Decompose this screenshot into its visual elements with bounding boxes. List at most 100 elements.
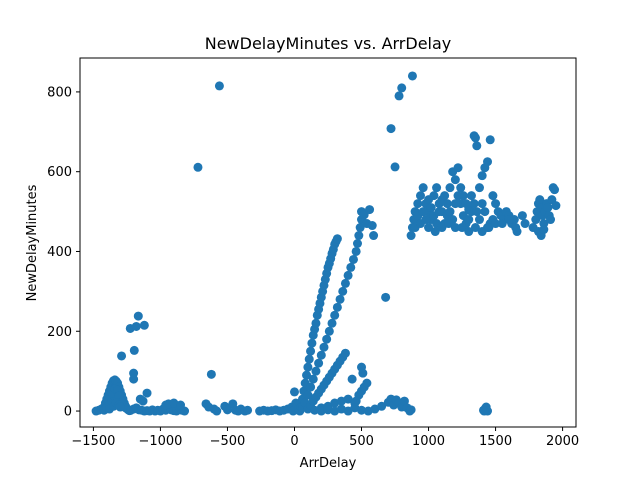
data-point xyxy=(483,157,493,167)
data-point xyxy=(289,387,299,397)
data-point xyxy=(176,400,186,410)
data-point xyxy=(472,207,482,217)
data-point xyxy=(338,286,348,296)
data-point xyxy=(354,231,364,241)
data-point xyxy=(406,405,416,415)
data-point xyxy=(340,348,350,358)
data-point xyxy=(477,199,487,209)
data-point xyxy=(308,374,318,384)
data-point xyxy=(330,310,340,320)
y-tick-label: 0 xyxy=(64,405,72,420)
data-point xyxy=(511,223,521,233)
data-point xyxy=(117,351,127,361)
data-point xyxy=(302,370,312,380)
data-point xyxy=(340,278,350,288)
data-point xyxy=(343,270,353,280)
data-point xyxy=(316,350,326,360)
x-tick-label: −500 xyxy=(210,434,246,449)
data-point xyxy=(133,311,143,321)
data-point xyxy=(474,215,484,225)
data-point xyxy=(324,326,334,336)
data-point xyxy=(480,207,490,217)
chart-title: NewDelayMinutes vs. ArrDelay xyxy=(205,34,452,53)
data-point xyxy=(461,199,471,209)
data-point xyxy=(322,334,332,344)
y-tick-label: 600 xyxy=(47,165,72,180)
data-point xyxy=(357,405,367,415)
data-point xyxy=(346,262,356,272)
data-point xyxy=(437,223,447,233)
data-point xyxy=(416,191,425,201)
data-point xyxy=(407,71,417,81)
data-point xyxy=(365,205,375,215)
data-point xyxy=(418,207,428,217)
data-point xyxy=(327,318,337,328)
data-point xyxy=(212,406,222,416)
data-point xyxy=(535,195,545,205)
data-point xyxy=(543,203,553,213)
data-point xyxy=(304,354,314,364)
x-tick-label: −1500 xyxy=(71,434,115,449)
data-point xyxy=(470,133,480,143)
data-point xyxy=(142,388,152,398)
data-point xyxy=(193,162,203,172)
data-point xyxy=(343,406,353,416)
data-point xyxy=(442,199,452,209)
data-point xyxy=(477,227,487,237)
data-point xyxy=(479,406,489,416)
x-tick-label: 1000 xyxy=(412,434,445,449)
data-point xyxy=(469,199,479,209)
data-point xyxy=(115,402,125,412)
data-point xyxy=(311,366,321,376)
y-axis-label: NewDelayMinutes xyxy=(25,184,40,301)
data-point xyxy=(381,292,391,302)
axes-frame xyxy=(79,57,577,428)
data-point xyxy=(450,175,460,185)
data-point xyxy=(550,185,560,195)
data-point xyxy=(450,199,460,209)
data-point xyxy=(139,320,149,330)
data-point xyxy=(355,223,365,233)
x-tick-label: 1500 xyxy=(479,434,512,449)
points-layer xyxy=(91,71,561,416)
data-point xyxy=(352,239,362,248)
data-point xyxy=(397,83,407,93)
data-point xyxy=(464,227,474,237)
data-point xyxy=(458,191,468,201)
data-point xyxy=(444,219,454,229)
data-point xyxy=(390,162,400,172)
x-axis-label: ArrDelay xyxy=(300,456,357,471)
data-point xyxy=(369,231,379,241)
x-tick-label: 2000 xyxy=(546,434,579,449)
data-point xyxy=(323,405,333,415)
data-point xyxy=(314,358,324,368)
data-point xyxy=(470,223,480,233)
data-point xyxy=(457,223,467,233)
x-tick-label: 500 xyxy=(349,434,374,449)
data-point xyxy=(491,199,501,209)
data-point xyxy=(531,215,541,225)
data-point xyxy=(440,191,450,201)
data-point xyxy=(453,163,463,173)
y-tick-label: 400 xyxy=(47,245,72,260)
x-tick-label: −1000 xyxy=(138,434,182,449)
data-point xyxy=(351,396,361,406)
data-point xyxy=(343,394,353,404)
data-point xyxy=(445,183,455,193)
data-point xyxy=(421,215,431,225)
x-axis-ticks: −1500 −1000 −500 0 500 1000 1500 2000 xyxy=(71,427,579,449)
data-point xyxy=(351,246,361,256)
data-point xyxy=(138,396,148,406)
y-axis-ticks: 0 200 400 600 800 xyxy=(47,85,80,420)
data-point xyxy=(485,135,495,145)
data-point xyxy=(539,225,549,235)
data-point xyxy=(303,390,313,400)
data-point xyxy=(488,191,498,201)
y-tick-label: 200 xyxy=(47,325,72,340)
data-point xyxy=(418,183,428,193)
data-point xyxy=(426,203,436,213)
data-point xyxy=(206,369,216,379)
data-point xyxy=(335,294,345,304)
data-point xyxy=(131,321,141,331)
data-point xyxy=(450,223,460,233)
